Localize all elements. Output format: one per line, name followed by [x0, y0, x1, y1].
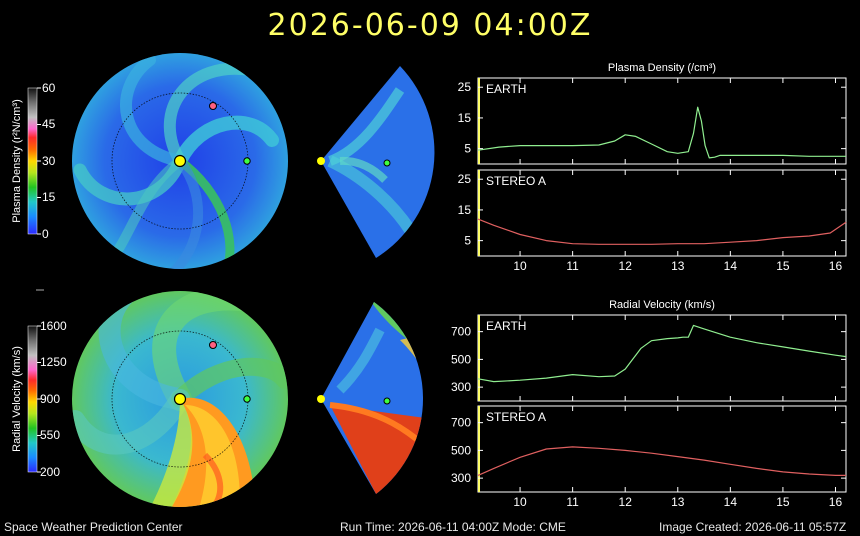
density-colorbar-tick: 0 — [42, 227, 49, 241]
stereo-a-marker — [209, 102, 217, 110]
series-line — [477, 446, 846, 476]
model-datetime-title: 2026-06-09 04:00Z — [267, 8, 593, 43]
x-tick-label: 11 — [566, 259, 579, 273]
y-tick-label: 25 — [458, 80, 472, 94]
velocity-colorbar-label: Radial Velocity (km/s) — [11, 346, 23, 452]
x-tick-label: 15 — [776, 259, 790, 273]
panel-label: EARTH — [486, 319, 526, 333]
panel-title: Plasma Density (/cm³) — [608, 62, 716, 74]
density-colorbar-label: Plasma Density (r²N/cm³) — [11, 99, 23, 222]
y-tick-label: 15 — [458, 111, 472, 125]
y-tick-label: 5 — [464, 142, 471, 156]
density-colorbar-tick: 45 — [42, 117, 56, 131]
velocity-equatorial-disk — [72, 291, 288, 507]
density-meridional-wedge — [317, 66, 435, 258]
velocity-colorbar-tick: 200 — [40, 465, 60, 479]
panel-label: STEREO A — [486, 410, 546, 424]
x-tick-label: 10 — [513, 495, 527, 509]
panel-label: EARTH — [486, 82, 526, 96]
y-tick-label: 500 — [451, 443, 471, 457]
time-series-panels: Plasma Density (/cm³) EARTH 5 15 25 STEREO A 5… — [451, 62, 847, 509]
y-tick-label: 700 — [451, 325, 471, 339]
y-tick-label: 15 — [458, 203, 472, 217]
velocity-colorbar: 1600 1250 900 550 200 Radial Velocity (k… — [11, 319, 67, 479]
density-colorbar-tick: 30 — [42, 154, 56, 168]
velocity-colorbar-tick: 1250 — [40, 355, 67, 369]
x-tick-label: 14 — [724, 259, 738, 273]
y-tick-label: 500 — [451, 352, 471, 366]
y-tick-label: 300 — [451, 380, 471, 394]
y-tick-label: 25 — [458, 172, 472, 186]
x-tick-label: 12 — [619, 259, 633, 273]
footer-run-info: Run Time: 2026-06-11 04:00Z Mode: CME — [340, 520, 566, 534]
x-tick-label: 11 — [566, 495, 579, 509]
velocity-meridional-wedge — [317, 302, 424, 494]
footer-image-created: Image Created: 2026-06-11 05:57Z — [659, 520, 847, 534]
series-line — [477, 324, 847, 383]
x-tick-label: 12 — [619, 495, 633, 509]
x-tick-label: 13 — [671, 259, 685, 273]
plot-frame — [477, 77, 847, 165]
y-tick-label: 700 — [451, 416, 471, 430]
density-equatorial-disk — [72, 53, 288, 269]
x-tick-label: 14 — [724, 495, 738, 509]
series-line — [477, 218, 847, 245]
y-tick-label: 5 — [464, 234, 471, 248]
x-tick-label: 16 — [829, 495, 843, 509]
y-tick-label: 300 — [451, 471, 471, 485]
velocity-colorbar-tick: 1600 — [40, 319, 67, 333]
x-tick-label: 10 — [513, 259, 527, 273]
earth-marker — [243, 157, 251, 165]
panel-title: Radial Velocity (km/s) — [609, 299, 715, 311]
x-tick-label: 15 — [776, 495, 790, 509]
density-colorbar-tick: 15 — [42, 190, 56, 204]
velocity-colorbar-tick: 550 — [40, 428, 60, 442]
sun-marker — [173, 154, 187, 168]
panel-label: STEREO A — [486, 174, 546, 188]
footer-organization: Space Weather Prediction Center — [4, 520, 183, 534]
velocity-colorbar-tick: 900 — [40, 392, 60, 406]
density-colorbar: 60 45 30 15 0 Plasma Density (r²N/cm³) — [11, 81, 56, 241]
x-tick-label: 13 — [671, 495, 685, 509]
plot-frame — [477, 314, 847, 402]
x-tick-label: 16 — [829, 259, 843, 273]
density-colorbar-tick: 60 — [42, 81, 56, 95]
series-line — [477, 106, 846, 159]
